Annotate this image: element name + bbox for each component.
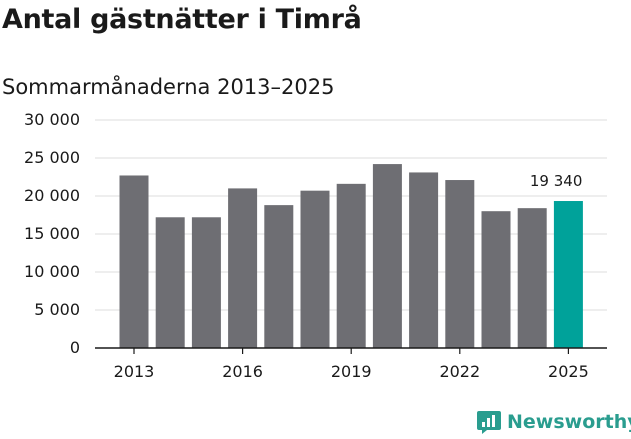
bar-2021 — [409, 172, 439, 348]
bar-2022 — [445, 180, 475, 348]
data-label-2025: 19 340 — [530, 172, 583, 190]
bar-2013 — [119, 175, 149, 348]
bar-2019 — [336, 183, 366, 348]
bar-2018 — [300, 190, 330, 348]
y-tick-label: 15 000 — [24, 224, 80, 243]
bar-2016 — [228, 188, 258, 348]
x-tick-label: 2019 — [331, 362, 372, 381]
bar-2020 — [372, 164, 402, 348]
y-tick-label: 30 000 — [24, 110, 80, 129]
x-axis-tick-labels: 2013 2016 2019 2022 2025 — [114, 348, 589, 381]
brand-name: Newsworthy — [507, 411, 631, 433]
y-tick-label: 0 — [70, 338, 80, 357]
x-tick-label: 2022 — [439, 362, 480, 381]
y-tick-label: 5 000 — [34, 300, 80, 319]
bar-2023 — [481, 211, 511, 348]
y-tick-label: 10 000 — [24, 262, 80, 281]
bar-2015 — [191, 217, 221, 348]
x-tick-label: 2016 — [222, 362, 263, 381]
bar-2024 — [517, 208, 547, 348]
chart-subtitle: Sommarmånaderna 2013–2025 — [2, 75, 335, 99]
bar-2014 — [155, 217, 185, 348]
chart-title: Antal gästnätter i Timrå — [2, 4, 362, 35]
bars — [119, 164, 583, 348]
x-tick-label: 2013 — [114, 362, 155, 381]
x-tick-label: 2025 — [548, 362, 589, 381]
newsworthy-logo-icon — [477, 411, 501, 434]
bar-2025 — [553, 201, 583, 348]
bar-2017 — [264, 205, 294, 348]
y-tick-label: 20 000 — [24, 186, 80, 205]
y-tick-label: 25 000 — [24, 148, 80, 167]
y-axis-tick-labels: 0 5 000 10 000 15 000 20 000 25 000 30 000 — [24, 110, 80, 357]
annotations: 19 340 — [530, 172, 583, 190]
brand-logo: Newsworthy — [476, 409, 631, 435]
